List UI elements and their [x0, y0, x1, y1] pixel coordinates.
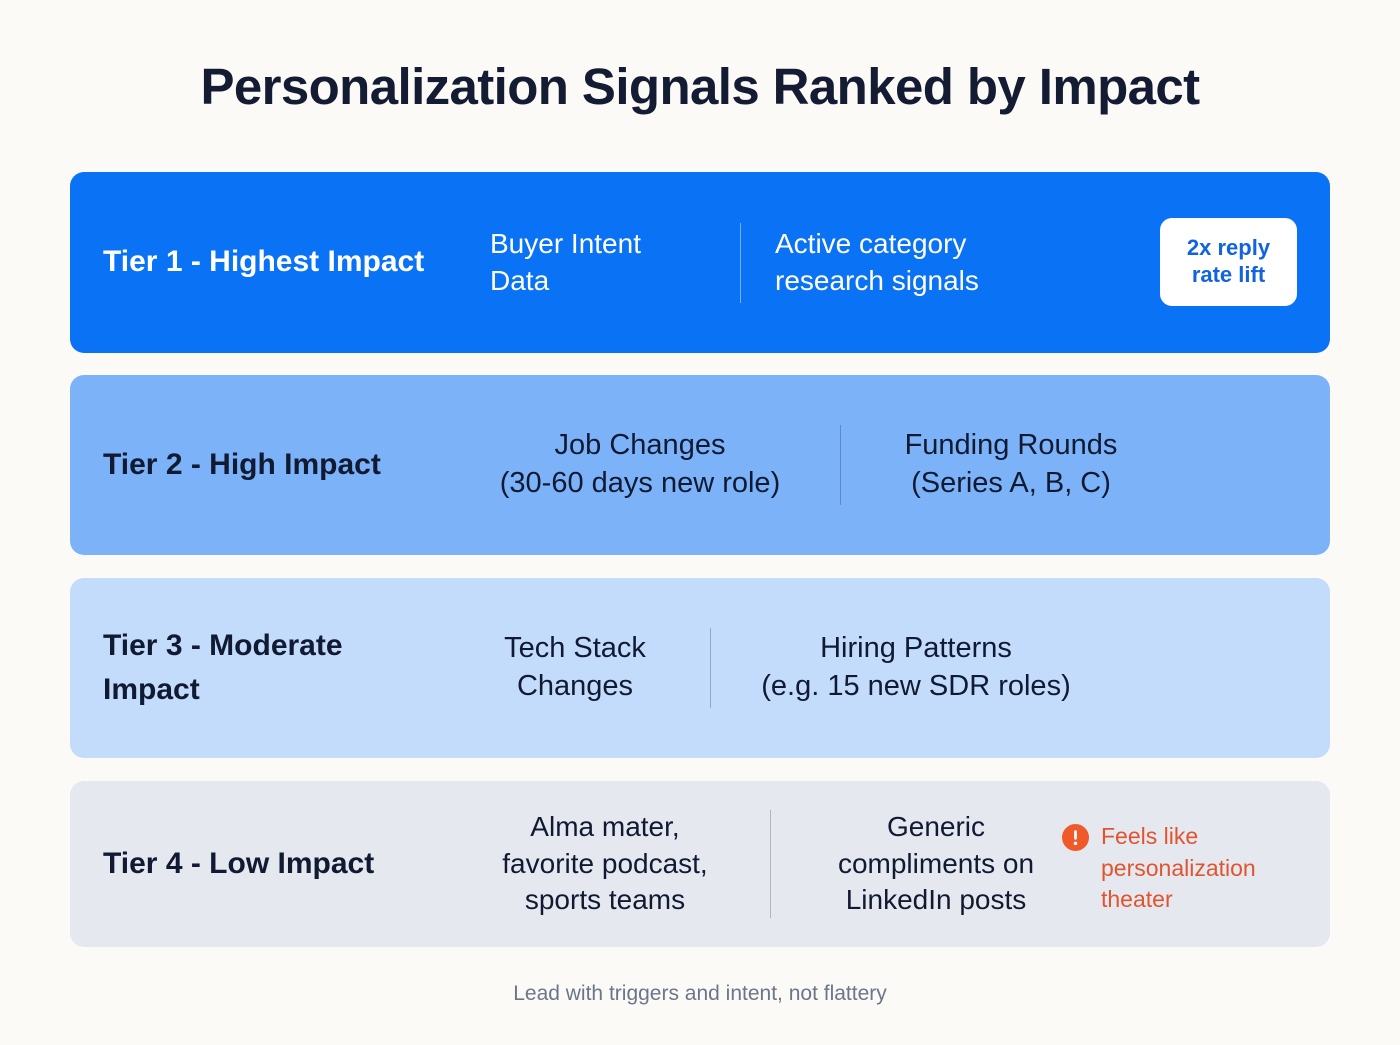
page-title: Personalization Signals Ranked by Impact [200, 58, 1200, 115]
tier-2-label: Tier 2 - High Impact [70, 443, 440, 487]
warning-line2: personalization [1101, 854, 1256, 881]
tier-3-signals: Tech Stack Changes Hiring Patterns (e.g.… [440, 578, 1330, 758]
tier-2-label-line2: Impact [284, 447, 381, 481]
tier-2-signal-a: Job Changes (30-60 days new role) [440, 427, 840, 502]
tier-2-signals: Job Changes (30-60 days new role) Fundin… [440, 375, 1330, 555]
tier-4-signals: Alma mater, favorite podcast, sports tea… [440, 781, 1330, 947]
tier-2-signal-b: Funding Rounds (Series A, B, C) [841, 427, 1181, 502]
tier-1-signal-b-line2: research signals [775, 264, 979, 296]
tier-4-signal-a-line3: sports teams [524, 884, 686, 916]
tier-3-label-line1: Tier 3 - [103, 628, 201, 662]
warning-line3: theater [1101, 886, 1173, 913]
tier-2-label-line1: Tier 2 - High [103, 447, 276, 481]
tier-1-label: Tier 1 - Highest Impact [70, 240, 490, 284]
tier-4-signal-a-line2: favorite podcast, [502, 847, 708, 879]
tier-2-signal-a-line2: (30-60 days new role) [499, 467, 781, 499]
tier-4-signal-a: Alma mater, favorite podcast, sports tea… [440, 809, 770, 918]
tier-3-signal-a-line1: Tech Stack [504, 632, 646, 665]
tier-4-signal-b-line2: compliments on [837, 847, 1035, 879]
warning-text: Feels like personalization theater [1101, 821, 1300, 916]
tier-row-2: Tier 2 - High Impact Job Changes (30-60 … [70, 375, 1330, 555]
personalization-theater-warning: Feels like personalization theater [1062, 821, 1300, 916]
tier-3-label-line2: Moderate Impact [103, 628, 343, 706]
tier-1-signal-b-line1: Active category [775, 228, 967, 260]
tier-4-label-line2: Low Impact [209, 846, 375, 880]
tier-4-signal-b: Generic compliments on LinkedIn posts [771, 809, 1101, 918]
footer-caption: Lead with triggers and intent, not flatt… [513, 982, 887, 1005]
tier-3-signal-b-line1: Hiring Patterns [820, 632, 1012, 665]
tier-4-divider [770, 810, 771, 918]
tier-3-label: Tier 3 - Moderate Impact [70, 624, 440, 712]
alert-circle-icon [1062, 824, 1089, 851]
tier-4-label-line1: Tier 4 - [103, 846, 201, 880]
tier-3-signal-b: Hiring Patterns (e.g. 15 new SDR roles) [711, 630, 1121, 705]
tier-3-signal-a-line2: Changes [516, 670, 634, 702]
tier-4-signal-a-line1: Alma mater, [530, 811, 680, 843]
tier-row-3: Tier 3 - Moderate Impact Tech Stack Chan… [70, 578, 1330, 758]
tier-3-divider [710, 628, 711, 708]
tier-1-label-line1: Tier 1 - Highest [103, 245, 320, 279]
tier-4-label: Tier 4 - Low Impact [70, 842, 440, 886]
tier-3-signal-b-line2: (e.g. 15 new SDR roles) [761, 670, 1071, 702]
tier-2-signal-b-line2: (Series A, B, C) [911, 467, 1111, 499]
tier-1-signal-a: Buyer Intent Data [490, 226, 740, 299]
tier-4-signal-b-line3: LinkedIn posts [845, 884, 1027, 916]
tier-1-signal-a-line2: Data [490, 264, 550, 296]
tier-4-signal-b-line1: Generic [886, 811, 986, 843]
tier-1-signals: Buyer Intent Data Active category resear… [490, 172, 1330, 353]
reply-rate-lift-badge: 2x reply rate lift [1160, 218, 1297, 306]
tier-1-label-line2: Impact [327, 245, 425, 279]
tier-2-signal-b-line1: Funding Rounds [904, 429, 1118, 462]
tier-3-signal-a: Tech Stack Changes [440, 630, 710, 705]
tier-1-signal-b: Active category research signals [741, 226, 1071, 299]
badge-line1: 2x reply [1186, 235, 1271, 261]
badge-line2: rate lift [1191, 262, 1266, 287]
tier-2-divider [840, 425, 841, 505]
tier-row-4: Tier 4 - Low Impact Alma mater, favorite… [70, 781, 1330, 947]
tier-2-signal-a-line1: Job Changes [554, 429, 726, 462]
tier-1-signal-a-line1: Buyer Intent [490, 228, 641, 260]
tier-row-1: Tier 1 - Highest Impact Buyer Intent Dat… [70, 172, 1330, 353]
warning-line1: Feels like [1101, 823, 1199, 849]
tier-1-divider [740, 222, 741, 303]
